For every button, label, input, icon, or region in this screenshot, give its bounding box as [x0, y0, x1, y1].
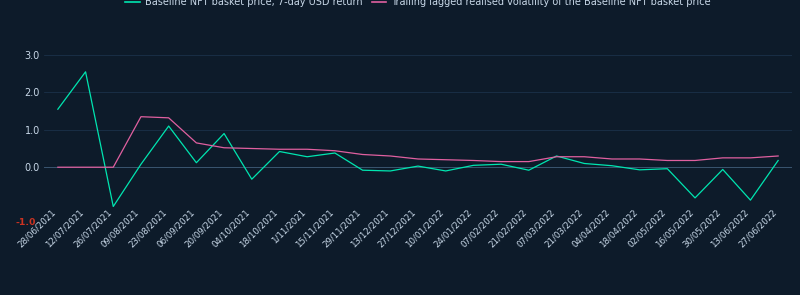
Legend: Baseline NFT basket price, 7-day USD return, Trailing lagged realised volatility: Baseline NFT basket price, 7-day USD ret… [125, 0, 711, 7]
Text: -1.0: -1.0 [15, 218, 36, 227]
